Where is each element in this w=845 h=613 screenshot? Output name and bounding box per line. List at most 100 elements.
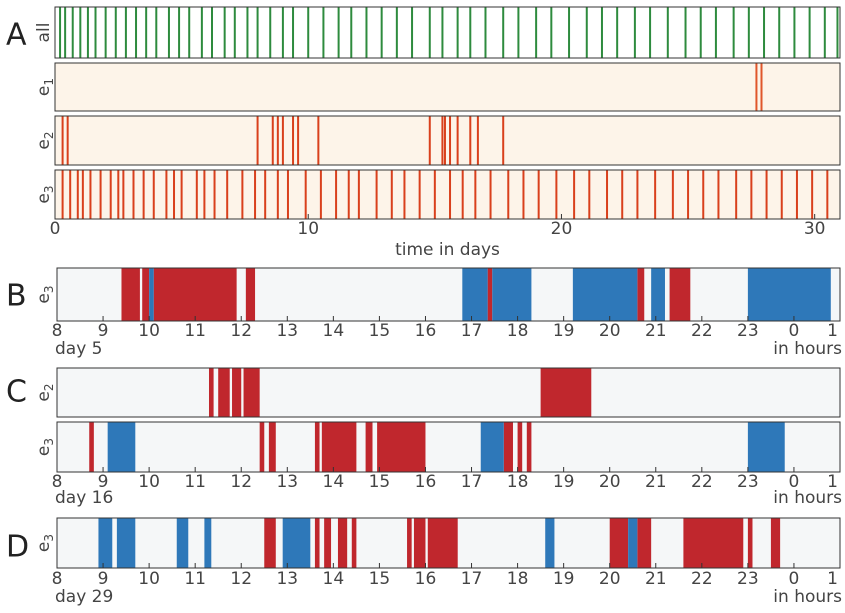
x-axis-label: time in days [395, 240, 500, 260]
event-stripe [61, 170, 64, 219]
x-tick-label: 12 [230, 321, 252, 341]
x-tick-label: 0 [789, 472, 800, 492]
event-stripe [152, 170, 155, 219]
x-tick-label: 0 [50, 219, 61, 239]
event-stripe [233, 7, 236, 58]
row-label-text: e [34, 139, 54, 149]
event-stripe [292, 116, 295, 165]
event-stripe [297, 116, 300, 165]
event-stripe [322, 7, 325, 58]
state-interval [487, 268, 493, 321]
event-stripe [223, 7, 226, 58]
x-tick-label: 9 [98, 472, 109, 492]
event-stripe [195, 170, 198, 219]
event-stripe [59, 7, 62, 58]
x-tick-label: 1 [827, 569, 838, 589]
event-stripe [621, 170, 624, 219]
event-stripe [606, 170, 609, 219]
row-frame [54, 115, 841, 166]
event-stripe [780, 170, 783, 219]
event-stripe [441, 116, 444, 165]
state-interval [282, 518, 311, 568]
x-tick-label: 0 [789, 569, 800, 589]
x-tick-label: 11 [184, 569, 206, 589]
row-events [61, 170, 829, 219]
event-stripe [507, 170, 510, 219]
x-tick-label: 19 [553, 472, 575, 492]
row-frame [56, 517, 841, 569]
event-stripe [167, 7, 170, 58]
event-stripe [778, 7, 781, 58]
event-stripe [502, 7, 505, 58]
event-stripe [213, 170, 216, 219]
state-interval [637, 518, 652, 568]
state-interval [526, 422, 532, 472]
event-stripe [180, 170, 183, 219]
event-stripe [124, 7, 127, 58]
event-stripe [702, 170, 705, 219]
event-stripe [793, 7, 796, 58]
event-stripe [173, 170, 176, 219]
event-stripe [461, 170, 464, 219]
event-stripe [142, 170, 145, 219]
event-stripe [317, 116, 320, 165]
event-stripe [69, 170, 72, 219]
row-label-text: e [34, 86, 54, 96]
event-stripe [433, 170, 436, 219]
x-tick-label: 17 [461, 321, 483, 341]
row-events [61, 116, 505, 165]
event-stripe [418, 170, 421, 219]
x-tick-label: 1 [827, 321, 838, 341]
event-stripe [684, 7, 687, 58]
x-tick-label: 15 [369, 569, 391, 589]
event-stripe [411, 7, 414, 58]
event-stripe [307, 7, 310, 58]
x-tick-label: 22 [691, 321, 713, 341]
x-tick-label: 13 [276, 472, 298, 492]
event-stripe [449, 116, 452, 165]
state-interval [413, 518, 426, 568]
x-tick-label: 20 [599, 472, 621, 492]
row-events [121, 268, 831, 321]
event-stripe [456, 116, 459, 165]
event-stripe [395, 7, 398, 58]
state-interval [770, 518, 781, 568]
row-events [755, 63, 763, 111]
x-tick-label: 10 [138, 472, 160, 492]
x-tick-label: 10 [138, 321, 160, 341]
event-stripe [109, 170, 112, 219]
state-interval [609, 518, 629, 568]
event-stripe [760, 63, 763, 111]
event-stripe [443, 116, 446, 165]
state-interval [462, 268, 488, 321]
row-label: e3 [34, 185, 56, 203]
event-stripe [165, 170, 168, 219]
event-stripe [441, 7, 444, 58]
event-stripe [132, 170, 135, 219]
state-interval [480, 422, 504, 472]
row-events [98, 518, 781, 568]
x-tick-label: 19 [553, 321, 575, 341]
state-interval [268, 422, 276, 472]
event-stripe [747, 7, 750, 58]
event-stripe [337, 7, 340, 58]
event-stripe [755, 63, 758, 111]
event-stripe [226, 170, 229, 219]
x-tick-label: 9 [98, 569, 109, 589]
state-interval [628, 518, 638, 568]
state-interval [683, 518, 744, 568]
event-stripe [476, 116, 479, 165]
event-stripe [211, 7, 213, 58]
x-tick-label: 15 [369, 321, 391, 341]
event-stripe [135, 7, 138, 58]
event-stripe [380, 7, 383, 58]
event-stripe [64, 7, 67, 58]
x-tick-label: 14 [323, 321, 345, 341]
event-stripe [114, 7, 117, 58]
state-interval [107, 422, 136, 472]
event-stripe [469, 7, 472, 58]
x-tick-label: 13 [276, 569, 298, 589]
panel-letter: D [6, 530, 29, 565]
x-tick-label: 23 [737, 569, 759, 589]
row-frame [56, 267, 841, 322]
